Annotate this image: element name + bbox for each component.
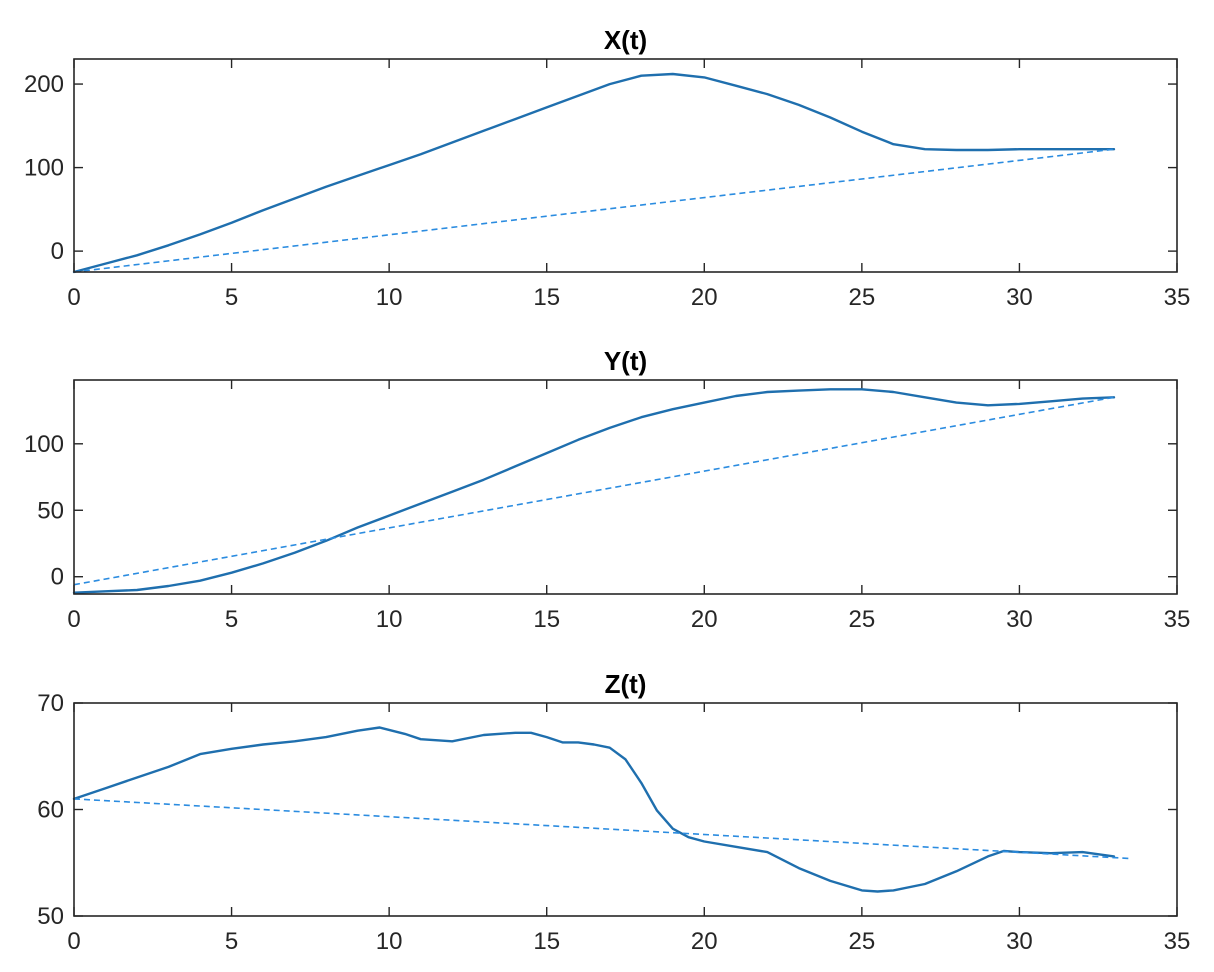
panel-z-ytick-label: 60 <box>37 797 64 824</box>
panel-x-ytick-label: 0 <box>51 238 64 265</box>
panel-y-xtick-label: 25 <box>849 606 876 633</box>
panel-z: Z(t) 0 5 10 15 20 25 30 35 50 60 70 <box>37 669 1190 955</box>
panel-z-ytick-label: 70 <box>37 690 64 717</box>
panel-y-axes-box <box>73 379 1178 595</box>
panel-x-xtick-label: 10 <box>376 284 403 311</box>
panel-y-xtick-label: 20 <box>691 606 718 633</box>
panel-z-xtick-label: 15 <box>533 928 560 955</box>
panel-y-ytick-label: 50 <box>37 497 64 524</box>
panel-x-series-solid-line <box>72 72 1116 274</box>
panel-x: X(t) 0 5 10 15 20 25 30 35 0 100 200 <box>24 25 1190 311</box>
panel-y-xtick-label: 15 <box>533 606 560 633</box>
panel-x-title: X(t) <box>604 25 647 55</box>
panel-z-series-solid-line <box>72 726 1116 893</box>
panel-y-xtick-label: 5 <box>225 606 238 633</box>
panel-y-xtick-label: 10 <box>376 606 403 633</box>
panel-x-ytick-label: 200 <box>24 71 64 98</box>
panel-y-ytick-label: 0 <box>51 564 64 591</box>
panel-y: Y(t) 0 5 10 15 20 25 30 35 0 50 100 <box>24 346 1190 633</box>
panel-x-xtick-label: 35 <box>1164 284 1191 311</box>
panel-x-ytick-label: 100 <box>24 155 64 182</box>
panel-z-xtick-label: 10 <box>376 928 403 955</box>
panel-x-xtick-label: 0 <box>67 284 80 311</box>
panel-x-xtick-label: 15 <box>533 284 560 311</box>
panel-x-xtick-label: 30 <box>1006 284 1033 311</box>
panel-z-ytick-label: 50 <box>37 903 64 930</box>
panel-z-xtick-label: 5 <box>225 928 238 955</box>
panel-x-xtick-label: 5 <box>225 284 238 311</box>
panel-z-series-dashed-line <box>73 798 1130 860</box>
panel-y-ytick-label: 100 <box>24 431 64 458</box>
panel-x-xtick-label: 20 <box>691 284 718 311</box>
panel-z-xtick-label: 20 <box>691 928 718 955</box>
panel-z-title: Z(t) <box>605 669 647 699</box>
panel-y-xtick-label: 35 <box>1164 606 1191 633</box>
panel-y-title: Y(t) <box>604 346 647 376</box>
panel-y-series-solid-line <box>72 388 1116 594</box>
panel-x-axes-box <box>73 58 1178 273</box>
panel-y-xtick-label: 30 <box>1006 606 1033 633</box>
panel-y-xtick-label: 0 <box>67 606 80 633</box>
panel-z-xtick-label: 0 <box>67 928 80 955</box>
panel-y-series-dashed-line <box>73 396 1115 586</box>
panel-x-series-dashed-line <box>73 148 1115 273</box>
panel-z-xtick-label: 35 <box>1164 928 1191 955</box>
panel-x-xtick-label: 25 <box>849 284 876 311</box>
panel-z-xtick-label: 25 <box>849 928 876 955</box>
panel-z-xtick-label: 30 <box>1006 928 1033 955</box>
panel-z-axes-box <box>73 702 1178 917</box>
